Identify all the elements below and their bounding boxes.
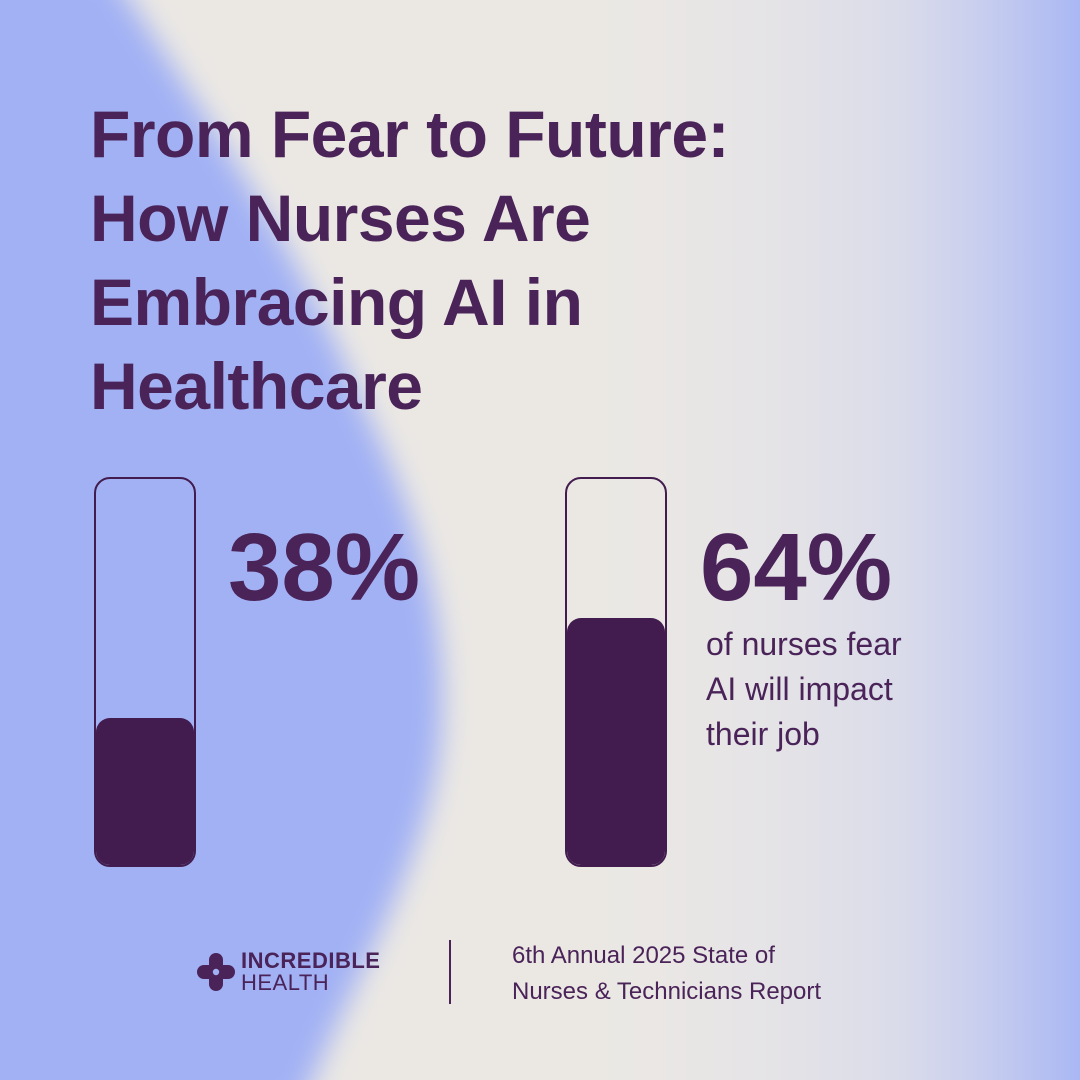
report-title: 6th Annual 2025 State of Nurses & Techni…: [512, 938, 821, 1010]
stat-bar-1-track: [94, 477, 196, 867]
logo-wordmark: INCREDIBLE HEALTH: [241, 950, 380, 994]
stat-bar-2-fill: [567, 617, 665, 865]
title-line: Embracing AI in: [90, 265, 583, 339]
stat-bar-1-fill: [96, 718, 194, 865]
footer-divider: [449, 940, 451, 1004]
report-line: 6th Annual 2025 State of: [512, 942, 775, 969]
stat-value-2: 64%: [700, 514, 893, 621]
medical-cross-icon: [197, 953, 235, 991]
incredible-health-logo: INCREDIBLE HEALTH: [196, 950, 406, 994]
title-line: How Nurses Are: [90, 181, 591, 255]
stat-value-1: 38%: [228, 514, 421, 621]
stat-caption-2: of nurses fear AI will impact their job: [706, 622, 1036, 757]
logo-text-line-2: HEALTH: [241, 970, 330, 995]
caption-line: AI will impact: [706, 671, 893, 707]
title-line: Healthcare: [90, 349, 423, 423]
caption-line: of nurses fear: [706, 626, 902, 662]
page-title: From Fear to Future: How Nurses Are Embr…: [90, 92, 990, 428]
title-line: From Fear to Future:: [90, 97, 730, 171]
caption-line: their job: [706, 716, 820, 752]
report-line: Nurses & Technicians Report: [512, 978, 822, 1005]
stat-bar-2-track: [565, 477, 667, 867]
logo-text-line-1: INCREDIBLE: [241, 948, 381, 973]
